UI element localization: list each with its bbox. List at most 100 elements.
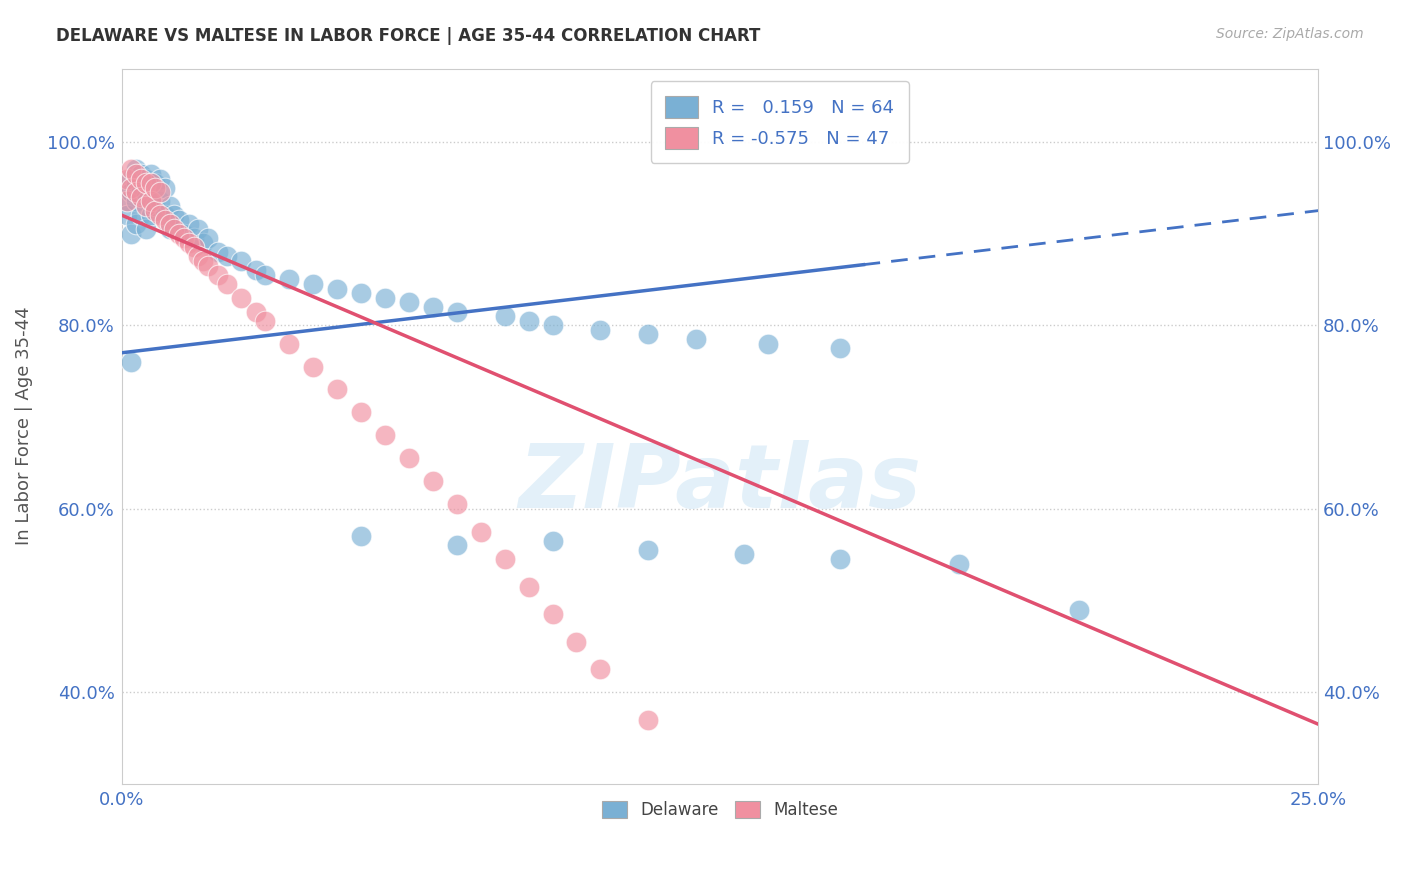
Point — [177, 218, 200, 232]
Point — [143, 199, 166, 213]
Point — [153, 208, 176, 222]
Point — [139, 208, 162, 222]
Point — [115, 194, 138, 209]
Point — [149, 186, 172, 200]
Point — [326, 383, 349, 397]
Point — [125, 162, 148, 177]
Point — [589, 323, 612, 337]
Point — [254, 268, 277, 282]
Point — [173, 227, 195, 241]
Point — [143, 176, 166, 190]
Point — [398, 295, 420, 310]
Y-axis label: In Labor Force | Age 35-44: In Labor Force | Age 35-44 — [15, 307, 32, 545]
Point — [115, 171, 138, 186]
Point — [517, 580, 540, 594]
Point — [125, 218, 148, 232]
Point — [120, 180, 142, 194]
Point — [135, 171, 157, 186]
Point — [350, 286, 373, 301]
Point — [139, 180, 162, 194]
Point — [637, 713, 659, 727]
Point — [135, 176, 157, 190]
Point — [177, 235, 200, 250]
Point — [129, 208, 152, 222]
Point — [135, 222, 157, 236]
Point — [470, 524, 492, 539]
Point — [350, 405, 373, 419]
Point — [139, 194, 162, 209]
Point — [541, 318, 564, 333]
Point — [115, 194, 138, 209]
Point — [517, 314, 540, 328]
Point — [231, 291, 253, 305]
Point — [494, 309, 516, 323]
Point — [125, 194, 148, 209]
Point — [589, 662, 612, 676]
Point — [120, 171, 142, 186]
Point — [193, 235, 215, 250]
Point — [193, 254, 215, 268]
Point — [159, 222, 181, 236]
Point — [120, 162, 142, 177]
Point — [139, 176, 162, 190]
Point — [129, 190, 152, 204]
Point — [828, 341, 851, 355]
Point — [129, 171, 152, 186]
Point — [278, 272, 301, 286]
Point — [197, 259, 219, 273]
Point — [254, 314, 277, 328]
Point — [153, 180, 176, 194]
Point — [541, 607, 564, 621]
Point — [129, 180, 152, 194]
Point — [948, 557, 970, 571]
Point — [197, 231, 219, 245]
Point — [163, 222, 186, 236]
Point — [135, 199, 157, 213]
Point — [446, 538, 468, 552]
Point — [422, 300, 444, 314]
Point — [422, 474, 444, 488]
Point — [187, 222, 209, 236]
Text: Source: ZipAtlas.com: Source: ZipAtlas.com — [1216, 27, 1364, 41]
Point — [350, 529, 373, 543]
Point — [278, 336, 301, 351]
Point — [135, 190, 157, 204]
Point — [685, 332, 707, 346]
Point — [326, 282, 349, 296]
Point — [149, 208, 172, 222]
Point — [207, 244, 229, 259]
Point — [139, 167, 162, 181]
Point — [637, 542, 659, 557]
Point — [1067, 602, 1090, 616]
Point — [115, 208, 138, 222]
Point — [565, 634, 588, 648]
Point — [733, 548, 755, 562]
Point — [1091, 790, 1114, 805]
Point — [828, 552, 851, 566]
Text: DELAWARE VS MALTESE IN LABOR FORCE | AGE 35-44 CORRELATION CHART: DELAWARE VS MALTESE IN LABOR FORCE | AGE… — [56, 27, 761, 45]
Point — [125, 167, 148, 181]
Point — [149, 171, 172, 186]
Point — [163, 208, 186, 222]
Text: ZIPatlas: ZIPatlas — [519, 440, 921, 527]
Point — [302, 277, 325, 291]
Point — [637, 327, 659, 342]
Point — [756, 336, 779, 351]
Point — [494, 552, 516, 566]
Point — [217, 250, 239, 264]
Point — [398, 451, 420, 466]
Point — [245, 263, 267, 277]
Point — [446, 497, 468, 511]
Point — [120, 186, 142, 200]
Point — [446, 304, 468, 318]
Point — [245, 304, 267, 318]
Point — [143, 203, 166, 218]
Point — [374, 428, 396, 442]
Point — [120, 227, 142, 241]
Point — [302, 359, 325, 374]
Point — [159, 218, 181, 232]
Point — [125, 186, 148, 200]
Point — [173, 231, 195, 245]
Point — [159, 199, 181, 213]
Point — [167, 227, 190, 241]
